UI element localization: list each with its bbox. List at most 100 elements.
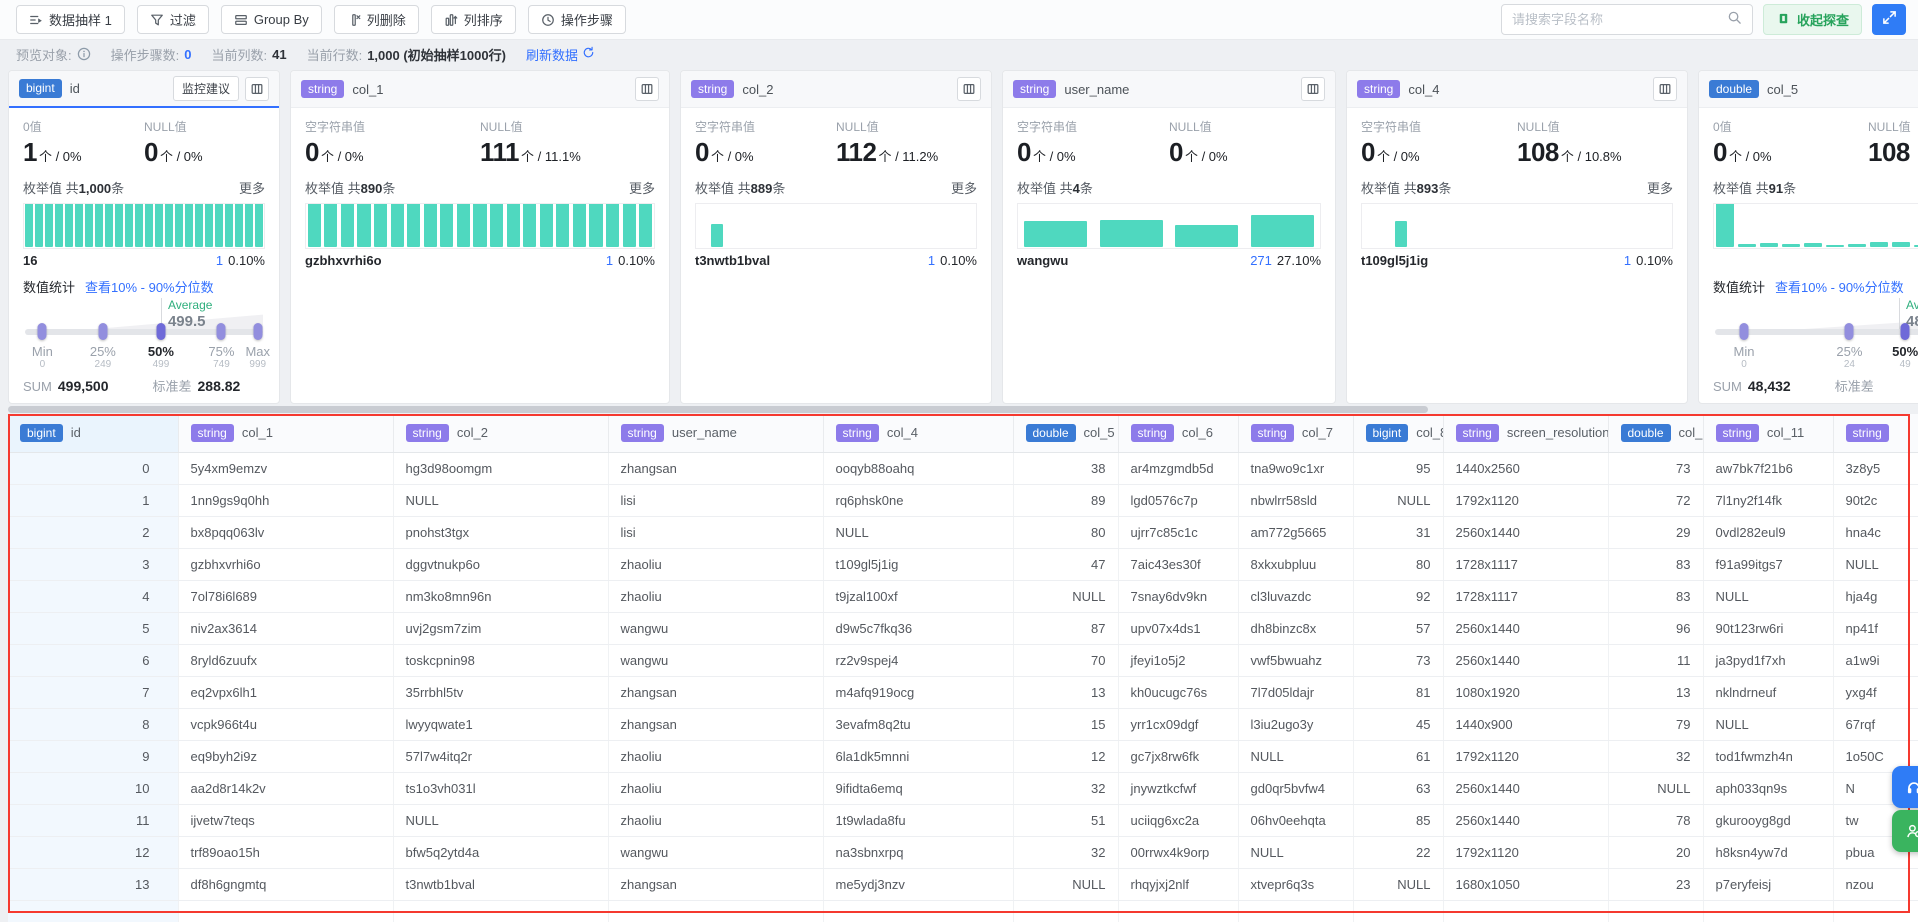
- column-header-col_10[interactable]: double col_10: [1608, 414, 1704, 453]
- tick-value: 0: [1741, 359, 1747, 370]
- histogram-bar: [374, 204, 388, 247]
- cell-user_name: zhangsan: [608, 708, 824, 741]
- column-view-button[interactable]: [1301, 77, 1325, 101]
- column-header-col_8[interactable]: bigint col_8: [1353, 414, 1444, 453]
- percentile-link[interactable]: 查看10% - 90%分位数: [1775, 280, 1904, 295]
- sum-row: SUM 499,500 标准差 288.82: [23, 376, 265, 395]
- column-header-col_7[interactable]: string col_7: [1238, 414, 1354, 453]
- info-bar: 预览对象: 操作步骤数: 0 当前列数: 41 当前行数: 1,000 (初始抽样1000行…: [0, 40, 1918, 68]
- column-header-col_4[interactable]: string col_4: [823, 414, 1014, 453]
- table-row: 12 trf89oao15h bfw5q2ytd4a wangwu na3sbnxrpq…: [8, 836, 1918, 869]
- histogram-bar: [145, 204, 153, 247]
- fullscreen-button[interactable]: [1872, 4, 1906, 35]
- search-input[interactable]: [1511, 12, 1727, 27]
- column-view-button[interactable]: [245, 76, 269, 101]
- toolbar-button-steps[interactable]: 操作步骤: [527, 5, 626, 34]
- profile-card-header[interactable]: string col_2: [681, 71, 991, 108]
- cell-col_10: 32: [1608, 740, 1704, 773]
- cell-col_5: 13: [1013, 676, 1119, 709]
- refresh-label: 刷新数据: [525, 47, 578, 63]
- slider-handle[interactable]: [98, 323, 108, 340]
- monitor-suggest-button[interactable]: 监控建议: [172, 76, 239, 101]
- slider-handle[interactable]: [1844, 323, 1854, 340]
- info-icon[interactable]: [77, 47, 91, 61]
- column-header-id[interactable]: bigint id: [8, 414, 179, 453]
- inspect-user-button[interactable]: [1892, 810, 1918, 852]
- toolbar-button-groupby[interactable]: Group By: [220, 5, 322, 34]
- more-link[interactable]: 更多: [238, 181, 265, 196]
- cell-col_8: 85: [1353, 804, 1444, 837]
- column-header-col_1[interactable]: string col_1: [178, 414, 394, 453]
- histogram-bar: [165, 204, 173, 247]
- slider-handle[interactable]: [37, 323, 47, 340]
- collapse-explore-button[interactable]: 收起探查: [1762, 4, 1862, 35]
- column-header-col_2[interactable]: string col_2: [393, 414, 609, 453]
- column-header-col_6[interactable]: string col_6: [1118, 414, 1239, 453]
- expand-icon: [1882, 10, 1897, 30]
- cell-col_4: na3sbnxrpq: [823, 836, 1014, 869]
- column-view-button[interactable]: [635, 77, 659, 101]
- percentile-tick: 50% 49: [1892, 344, 1918, 370]
- slider-handle[interactable]: [1900, 323, 1910, 340]
- type-badge: string: [1455, 423, 1499, 442]
- percentile-tick: 25% 24: [1836, 344, 1862, 370]
- column-header-cut[interactable]: string: [1833, 414, 1918, 453]
- top-enum-count: 1 0.10%: [1624, 253, 1673, 269]
- toolbar-button-filter[interactable]: 过滤: [136, 5, 209, 34]
- column-view-button[interactable]: [957, 77, 981, 101]
- column-name: user_name: [1064, 81, 1130, 97]
- stat-label: NULL值: [836, 120, 879, 134]
- more-link[interactable]: 更多: [628, 181, 655, 196]
- cell-screen_resolution: 1080x1920: [1443, 676, 1609, 709]
- slider-handle[interactable]: [253, 323, 263, 340]
- profile-card-header[interactable]: bigint id 监控建议: [9, 71, 279, 108]
- toolbar-button-sample[interactable]: 数据抽样 1: [16, 5, 125, 34]
- enum-count-number: 1: [927, 253, 936, 268]
- cell-col_6: kh0ucugc76s: [1118, 676, 1239, 709]
- cell-empty: [823, 900, 1014, 922]
- percentile-link[interactable]: 查看10% - 90%分位数: [85, 280, 214, 295]
- type-badge: string: [405, 423, 449, 442]
- slider-handle[interactable]: [156, 323, 166, 340]
- histogram-bar: [506, 204, 520, 247]
- cell-col_10: 13: [1608, 676, 1704, 709]
- column-header-screen_resolution[interactable]: string screen_resolution: [1443, 414, 1609, 453]
- profile-card-header[interactable]: string user_name: [1003, 71, 1335, 108]
- slider-handle[interactable]: [216, 323, 226, 340]
- histogram-bar: [115, 204, 123, 247]
- info-value: 41: [272, 46, 287, 62]
- support-button[interactable]: [1892, 766, 1918, 808]
- more-link[interactable]: 更多: [950, 181, 977, 196]
- cell-col_7: vwf5bwuahz: [1238, 644, 1354, 677]
- column-header-col_11[interactable]: string col_11: [1703, 414, 1834, 453]
- refresh-data-button[interactable]: 刷新数据: [526, 45, 595, 64]
- cell-col_8: 31: [1353, 516, 1444, 549]
- type-badge: string: [1130, 423, 1174, 442]
- toolbar-button-column-sort[interactable]: 列排序: [430, 5, 516, 34]
- stat-block: 0值 1 个 / 0%: [23, 118, 144, 168]
- top-enum-count: 1 0.10%: [606, 253, 655, 269]
- field-search-box[interactable]: [1500, 4, 1753, 35]
- cell-empty: [1013, 900, 1119, 922]
- slider-handle[interactable]: [1739, 323, 1749, 340]
- profile-card-header[interactable]: double col_5: [1699, 71, 1918, 108]
- average-marker-line: [1899, 298, 1900, 335]
- column-header-col_5[interactable]: double col_5: [1013, 414, 1119, 453]
- histogram-bar: [105, 204, 113, 247]
- enum-row: 枚举值 共1,000条 更多: [23, 178, 265, 197]
- stats-row: 0值 0 个 / 0% NULL值 108: [1713, 118, 1918, 168]
- cell-cut: hna4c: [1833, 516, 1918, 549]
- horizontal-scrollbar[interactable]: [8, 406, 1428, 413]
- toolbar-button-column-delete[interactable]: 列删除: [333, 5, 419, 34]
- profile-card-header[interactable]: string col_4: [1347, 71, 1687, 108]
- column-view-button[interactable]: [1653, 77, 1677, 101]
- top-enum-value: t3nwtb1bval: [695, 253, 771, 268]
- column-header-user_name[interactable]: string user_name: [608, 414, 824, 453]
- enum-count-number: 271: [1250, 253, 1272, 268]
- type-badge: double: [1709, 79, 1760, 99]
- profile-card-header[interactable]: string col_1: [291, 71, 669, 108]
- more-link[interactable]: 更多: [1646, 181, 1673, 196]
- cell-col_5: 80: [1013, 516, 1119, 549]
- enum-histogram: [1361, 203, 1673, 249]
- stat-block: NULL值 112 个 / 11.2%: [836, 118, 977, 168]
